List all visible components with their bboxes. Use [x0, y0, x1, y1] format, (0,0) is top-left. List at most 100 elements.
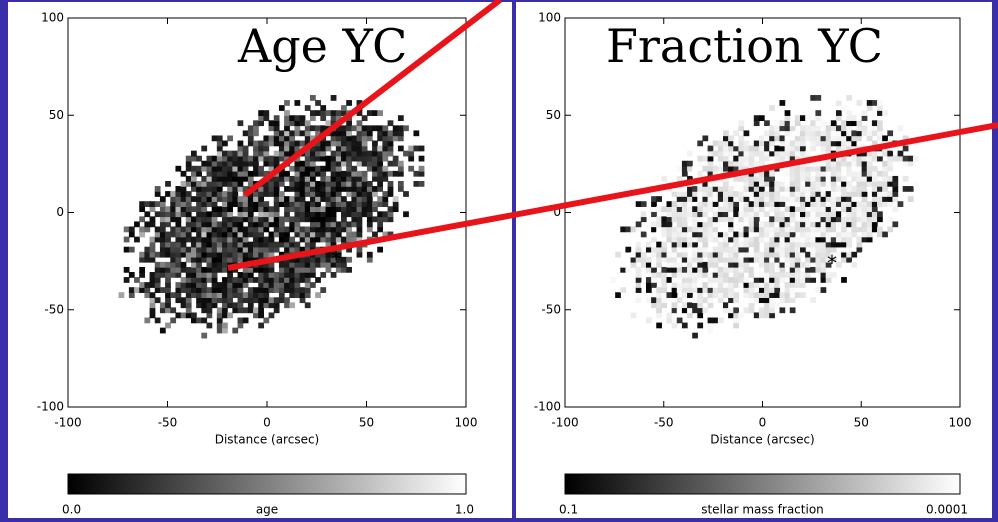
map-pixel	[356, 145, 363, 152]
map-pixel	[810, 140, 817, 147]
map-pixel	[247, 155, 254, 162]
map-pixel	[856, 155, 863, 162]
map-pixel	[671, 287, 678, 293]
map-pixel	[707, 292, 714, 298]
map-pixel	[841, 180, 847, 187]
map-pixel	[356, 170, 363, 177]
map-pixel	[676, 297, 683, 304]
map-pixel	[330, 135, 337, 142]
map-pixel	[382, 170, 389, 177]
map-pixel	[335, 115, 342, 122]
map-pixel	[800, 216, 806, 223]
map-pixel	[196, 261, 202, 268]
map-pixel	[356, 196, 363, 202]
map-pixel	[190, 221, 197, 228]
map-pixel	[707, 155, 714, 162]
map-pixel	[170, 226, 177, 233]
map-pixel	[758, 261, 765, 268]
map-pixel	[232, 307, 239, 314]
map-pixel	[697, 261, 704, 268]
map-pixel	[764, 221, 770, 228]
map-pixel	[263, 277, 270, 283]
map-pixel	[687, 211, 693, 218]
map-pixel	[330, 186, 337, 192]
map-pixel	[361, 130, 368, 137]
map-pixel	[851, 216, 858, 223]
map-pixel	[692, 251, 698, 258]
map-pixel	[779, 251, 786, 258]
map-pixel	[856, 226, 863, 233]
map-pixel	[877, 226, 883, 233]
map-pixel	[206, 312, 213, 319]
map-pixel	[382, 191, 389, 197]
map-pixel	[403, 211, 409, 218]
map-pixel	[196, 206, 202, 213]
map-pixel	[851, 165, 858, 172]
map-pixel	[671, 292, 678, 298]
map-pixel	[830, 175, 837, 182]
map-pixel	[779, 120, 786, 127]
map-pixel	[815, 226, 822, 233]
map-pixel	[769, 246, 775, 253]
map-pixel	[201, 256, 208, 263]
map-pixel	[753, 160, 760, 167]
panel-label: Fraction YC	[606, 19, 883, 73]
map-pixel	[372, 186, 378, 192]
map-pixel	[871, 216, 878, 223]
map-pixel	[315, 261, 321, 268]
map-pixel	[320, 287, 327, 293]
map-pixel	[728, 211, 734, 218]
map-pixel	[743, 160, 750, 167]
map-pixel	[263, 236, 270, 243]
map-pixel	[753, 297, 760, 304]
map-pixel	[165, 241, 171, 248]
map-pixel	[237, 251, 244, 258]
map-pixel	[723, 140, 729, 147]
map-pixel	[216, 150, 223, 157]
map-pixel	[309, 115, 316, 122]
map-pixel	[805, 160, 811, 167]
map-pixel	[753, 170, 760, 177]
map-pixel	[366, 125, 373, 132]
map-pixel	[284, 272, 290, 278]
map-pixel	[851, 261, 858, 268]
map-pixel	[794, 145, 801, 152]
map-pixel	[206, 322, 213, 329]
map-pixel	[651, 246, 657, 253]
map-pixel	[702, 196, 709, 202]
map-pixel	[723, 272, 729, 278]
map-pixel	[190, 165, 197, 172]
map-pixel	[697, 312, 704, 319]
map-pixel	[366, 256, 373, 263]
map-pixel	[769, 145, 775, 152]
map-pixel	[325, 221, 332, 228]
map-pixel	[284, 186, 290, 192]
map-pixel	[825, 236, 832, 243]
map-pixel	[769, 272, 775, 278]
map-pixel	[294, 130, 301, 137]
map-pixel	[861, 221, 868, 228]
map-pixel	[774, 211, 781, 218]
map-pixel	[237, 236, 244, 243]
map-pixel	[237, 155, 244, 162]
map-pixel	[227, 251, 233, 258]
map-pixel	[304, 231, 311, 238]
map-pixel	[247, 266, 254, 273]
map-pixel	[372, 110, 378, 116]
map-pixel	[800, 130, 806, 137]
map-pixel	[671, 266, 678, 273]
map-pixel	[284, 266, 290, 273]
map-pixel	[351, 170, 358, 177]
map-pixel	[392, 196, 399, 202]
map-pixel	[769, 297, 775, 304]
map-pixel	[315, 236, 321, 243]
map-pixel	[733, 317, 740, 324]
map-pixel	[377, 160, 384, 167]
map-pixel	[687, 186, 693, 192]
map-pixel	[733, 292, 740, 298]
map-pixel	[268, 135, 275, 142]
map-pixel	[743, 150, 750, 157]
map-pixel	[330, 251, 337, 258]
map-pixel	[815, 130, 822, 137]
map-pixel	[185, 287, 192, 293]
